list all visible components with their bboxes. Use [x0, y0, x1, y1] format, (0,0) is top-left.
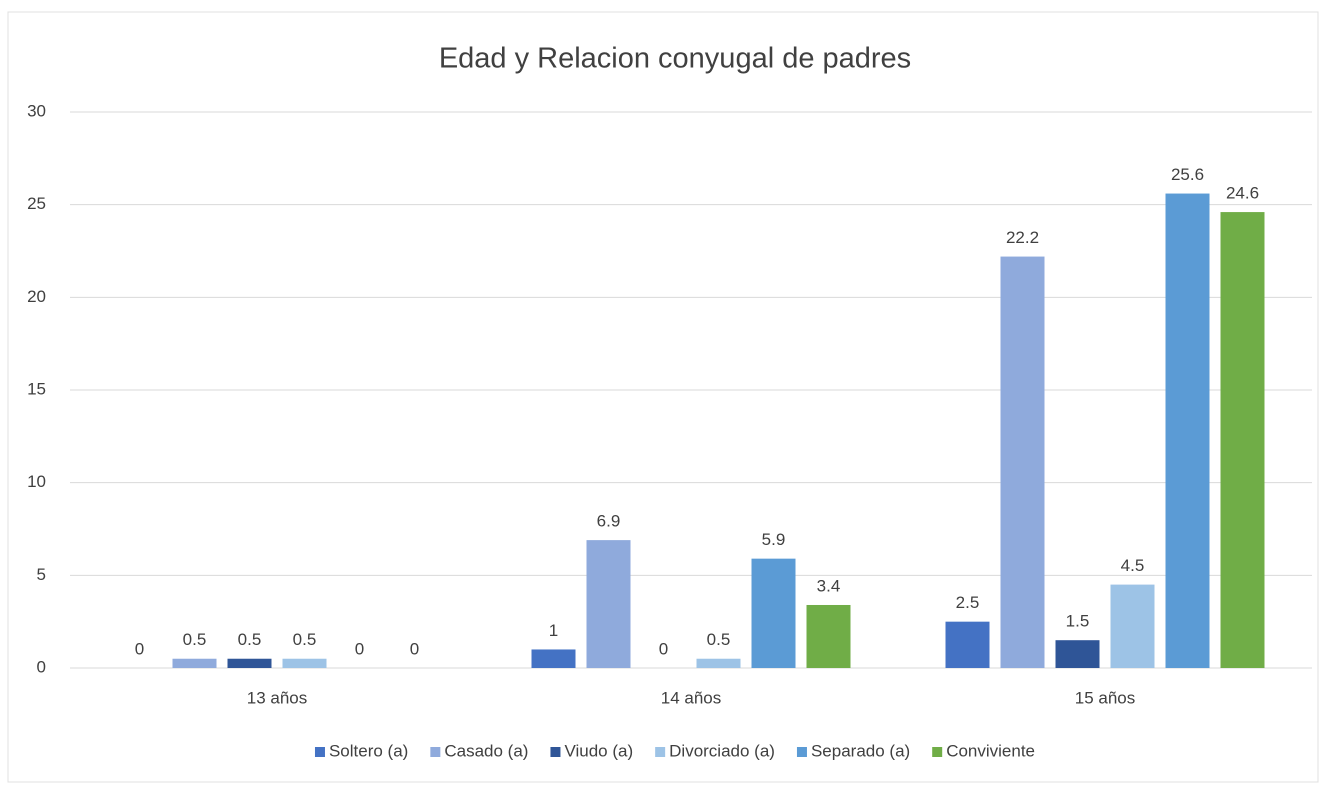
bar [227, 658, 272, 668]
data-label: 0.5 [293, 630, 317, 649]
data-label: 24.6 [1226, 184, 1259, 203]
legend-swatch [550, 747, 561, 757]
data-label: 0 [410, 639, 419, 658]
data-label: 0 [659, 639, 668, 658]
bar [172, 658, 217, 668]
legend-swatch [430, 747, 441, 757]
legend-label: Separado (a) [811, 741, 910, 760]
bar [1220, 212, 1265, 668]
data-label: 22.2 [1006, 228, 1039, 247]
legend-swatch [314, 747, 325, 757]
data-label: 6.9 [597, 512, 621, 531]
chart-title: Edad y Relacion conyugal de padres [439, 43, 911, 75]
legend-label: Divorciado (a) [669, 741, 775, 760]
legend-label: Casado (a) [444, 741, 528, 760]
data-label: 2.5 [956, 593, 980, 612]
bar [1055, 640, 1100, 668]
legend-swatch [796, 747, 807, 757]
y-tick-label: 20 [27, 287, 46, 306]
bar [696, 658, 741, 668]
data-label: 1 [549, 621, 558, 640]
data-label: 0 [135, 639, 144, 658]
legend-label: Soltero (a) [329, 741, 408, 760]
bar [1110, 584, 1155, 668]
bar [751, 558, 796, 668]
bar [806, 604, 851, 668]
data-label: 25.6 [1171, 165, 1204, 184]
x-tick-label: 13 años [247, 688, 308, 707]
bar [945, 621, 990, 668]
bar [531, 649, 576, 668]
y-tick-label: 10 [27, 472, 46, 491]
legend-label: Viudo (a) [564, 741, 633, 760]
data-label: 0.5 [183, 630, 207, 649]
legend-swatch [655, 747, 666, 757]
data-label: 0 [355, 639, 364, 658]
x-tick-label: 15 años [1075, 688, 1136, 707]
legend-swatch [932, 747, 943, 757]
bar [586, 540, 631, 668]
y-tick-label: 15 [27, 379, 46, 398]
data-label: 3.4 [817, 576, 841, 595]
data-label: 1.5 [1066, 612, 1090, 631]
chart-frame [7, 11, 1319, 783]
bar [282, 658, 327, 668]
y-tick-label: 0 [37, 657, 46, 676]
x-tick-label: 14 años [661, 688, 722, 707]
y-tick-label: 30 [27, 101, 46, 120]
data-label: 0.5 [707, 630, 731, 649]
data-label: 4.5 [1121, 556, 1145, 575]
y-tick-label: 5 [37, 565, 46, 584]
data-label: 0.5 [238, 630, 262, 649]
data-label: 5.9 [762, 530, 786, 549]
legend-label: Conviviente [946, 741, 1035, 760]
bar [1165, 193, 1210, 668]
bar [1000, 256, 1045, 668]
y-tick-label: 25 [27, 194, 46, 213]
